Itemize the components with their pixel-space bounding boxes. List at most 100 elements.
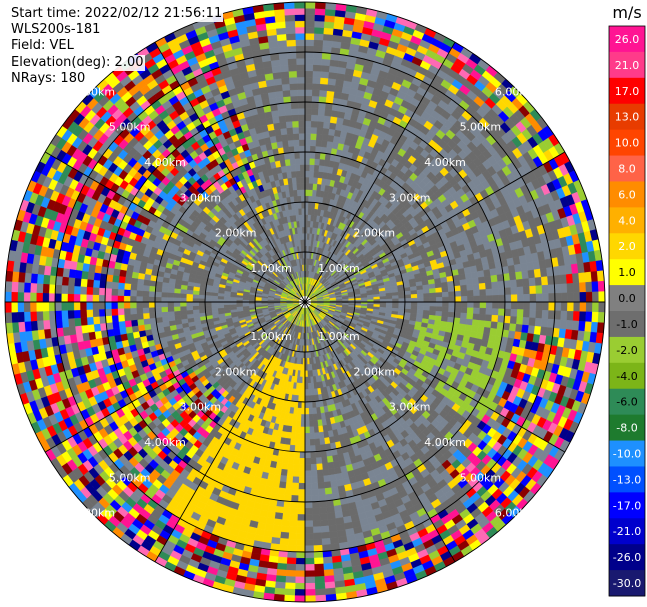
radar-cell [304,457,311,465]
radar-cell [309,445,316,453]
radar-cell [283,450,290,458]
radar-cell [300,170,306,178]
radar-cell [295,426,301,434]
radar-cell [217,304,225,309]
radar-cell [441,311,449,318]
radar-cell [173,301,181,307]
radar-cell [161,316,170,323]
instrument-label: WLS200s-181 [10,22,102,39]
radar-cell [423,305,431,311]
radar-cell [309,145,317,153]
radar-cell [398,298,406,303]
radar-cell [310,133,318,141]
radar-cell [317,425,324,433]
radar-cell [304,395,309,403]
radar-cell [287,457,295,465]
nrays-label: NRays: 180 [10,70,87,88]
radar-cell [299,439,306,447]
radar-cell [304,470,312,478]
radar-cell [440,281,449,288]
radar-cell [292,183,298,191]
radar-cell [464,272,473,280]
radar-cell [304,126,312,134]
radar-cell [173,297,181,303]
radar-cell [299,226,303,234]
radar-cell [316,413,322,421]
radar-cell [319,437,326,446]
radar-cell [309,432,315,440]
radar-cell [167,296,174,303]
radar-cell [459,279,467,286]
radar-cell [186,309,194,315]
radar-cell [136,295,143,303]
radar-cell [410,293,418,299]
radar-cell [148,285,157,292]
radar-cell [192,297,199,303]
radar-cell [307,376,311,384]
radar-cell [434,282,442,289]
radar-cell [309,170,315,178]
radar-cell [460,284,468,292]
radar-cell [179,301,187,307]
radar-cell [173,288,181,294]
radar-cell [287,139,295,147]
radar-cell [441,306,449,313]
radar-cell [310,126,318,134]
radar-cell [398,301,406,306]
radar-cell [154,296,162,303]
radar-cell [307,370,311,378]
radar-cell [304,139,311,146]
radar-cell [276,140,284,149]
radar-cell [448,306,456,313]
radar-cell [298,470,306,478]
radar-cell [304,151,311,159]
radar-cell [136,278,145,286]
radar-cell [308,189,314,197]
radar-cell [136,318,145,326]
radar-cell [286,469,294,477]
radar-cell [309,164,315,172]
radar-cell [198,301,206,306]
radar-cell [327,461,335,470]
radar-cell [287,463,294,471]
radar-cell [142,284,150,292]
radar-cell [304,176,310,184]
radar-cell [283,146,290,154]
radar-cell [299,457,306,465]
radar-cell [161,311,169,318]
radar-cell [404,305,412,310]
radar-cell [314,158,321,166]
radar-cell [308,395,313,403]
radar-cell [308,195,313,203]
radar-cell [315,457,323,465]
radar-cell [458,273,467,281]
radar-cell [373,296,381,300]
radar-cell [198,305,206,310]
radar-cell [435,287,443,294]
radar-cell [291,177,297,185]
radar-cell [299,158,306,165]
radar-cell [179,293,187,299]
radar-cell [289,158,296,166]
radar-cell [298,208,303,215]
radar-cell [313,426,319,434]
radar-cell [229,304,237,308]
radar-cell [192,305,200,311]
radar-cell [300,420,306,428]
radar-cell [465,278,474,286]
radar-cell [308,420,314,428]
radar-cell [385,301,393,306]
radar-cell [299,445,306,453]
radar-cell [460,312,468,320]
radar-cell [320,450,327,458]
radar-cell [321,133,329,142]
radar-cell [148,290,156,298]
radar-cell [300,426,306,434]
radar-cell [192,293,200,299]
radar-cell [314,438,321,446]
radar-cell [308,413,314,421]
radar-cell [304,214,309,221]
radar-cell [308,183,314,191]
radar-cell [283,152,291,160]
radar-cell [441,286,449,293]
